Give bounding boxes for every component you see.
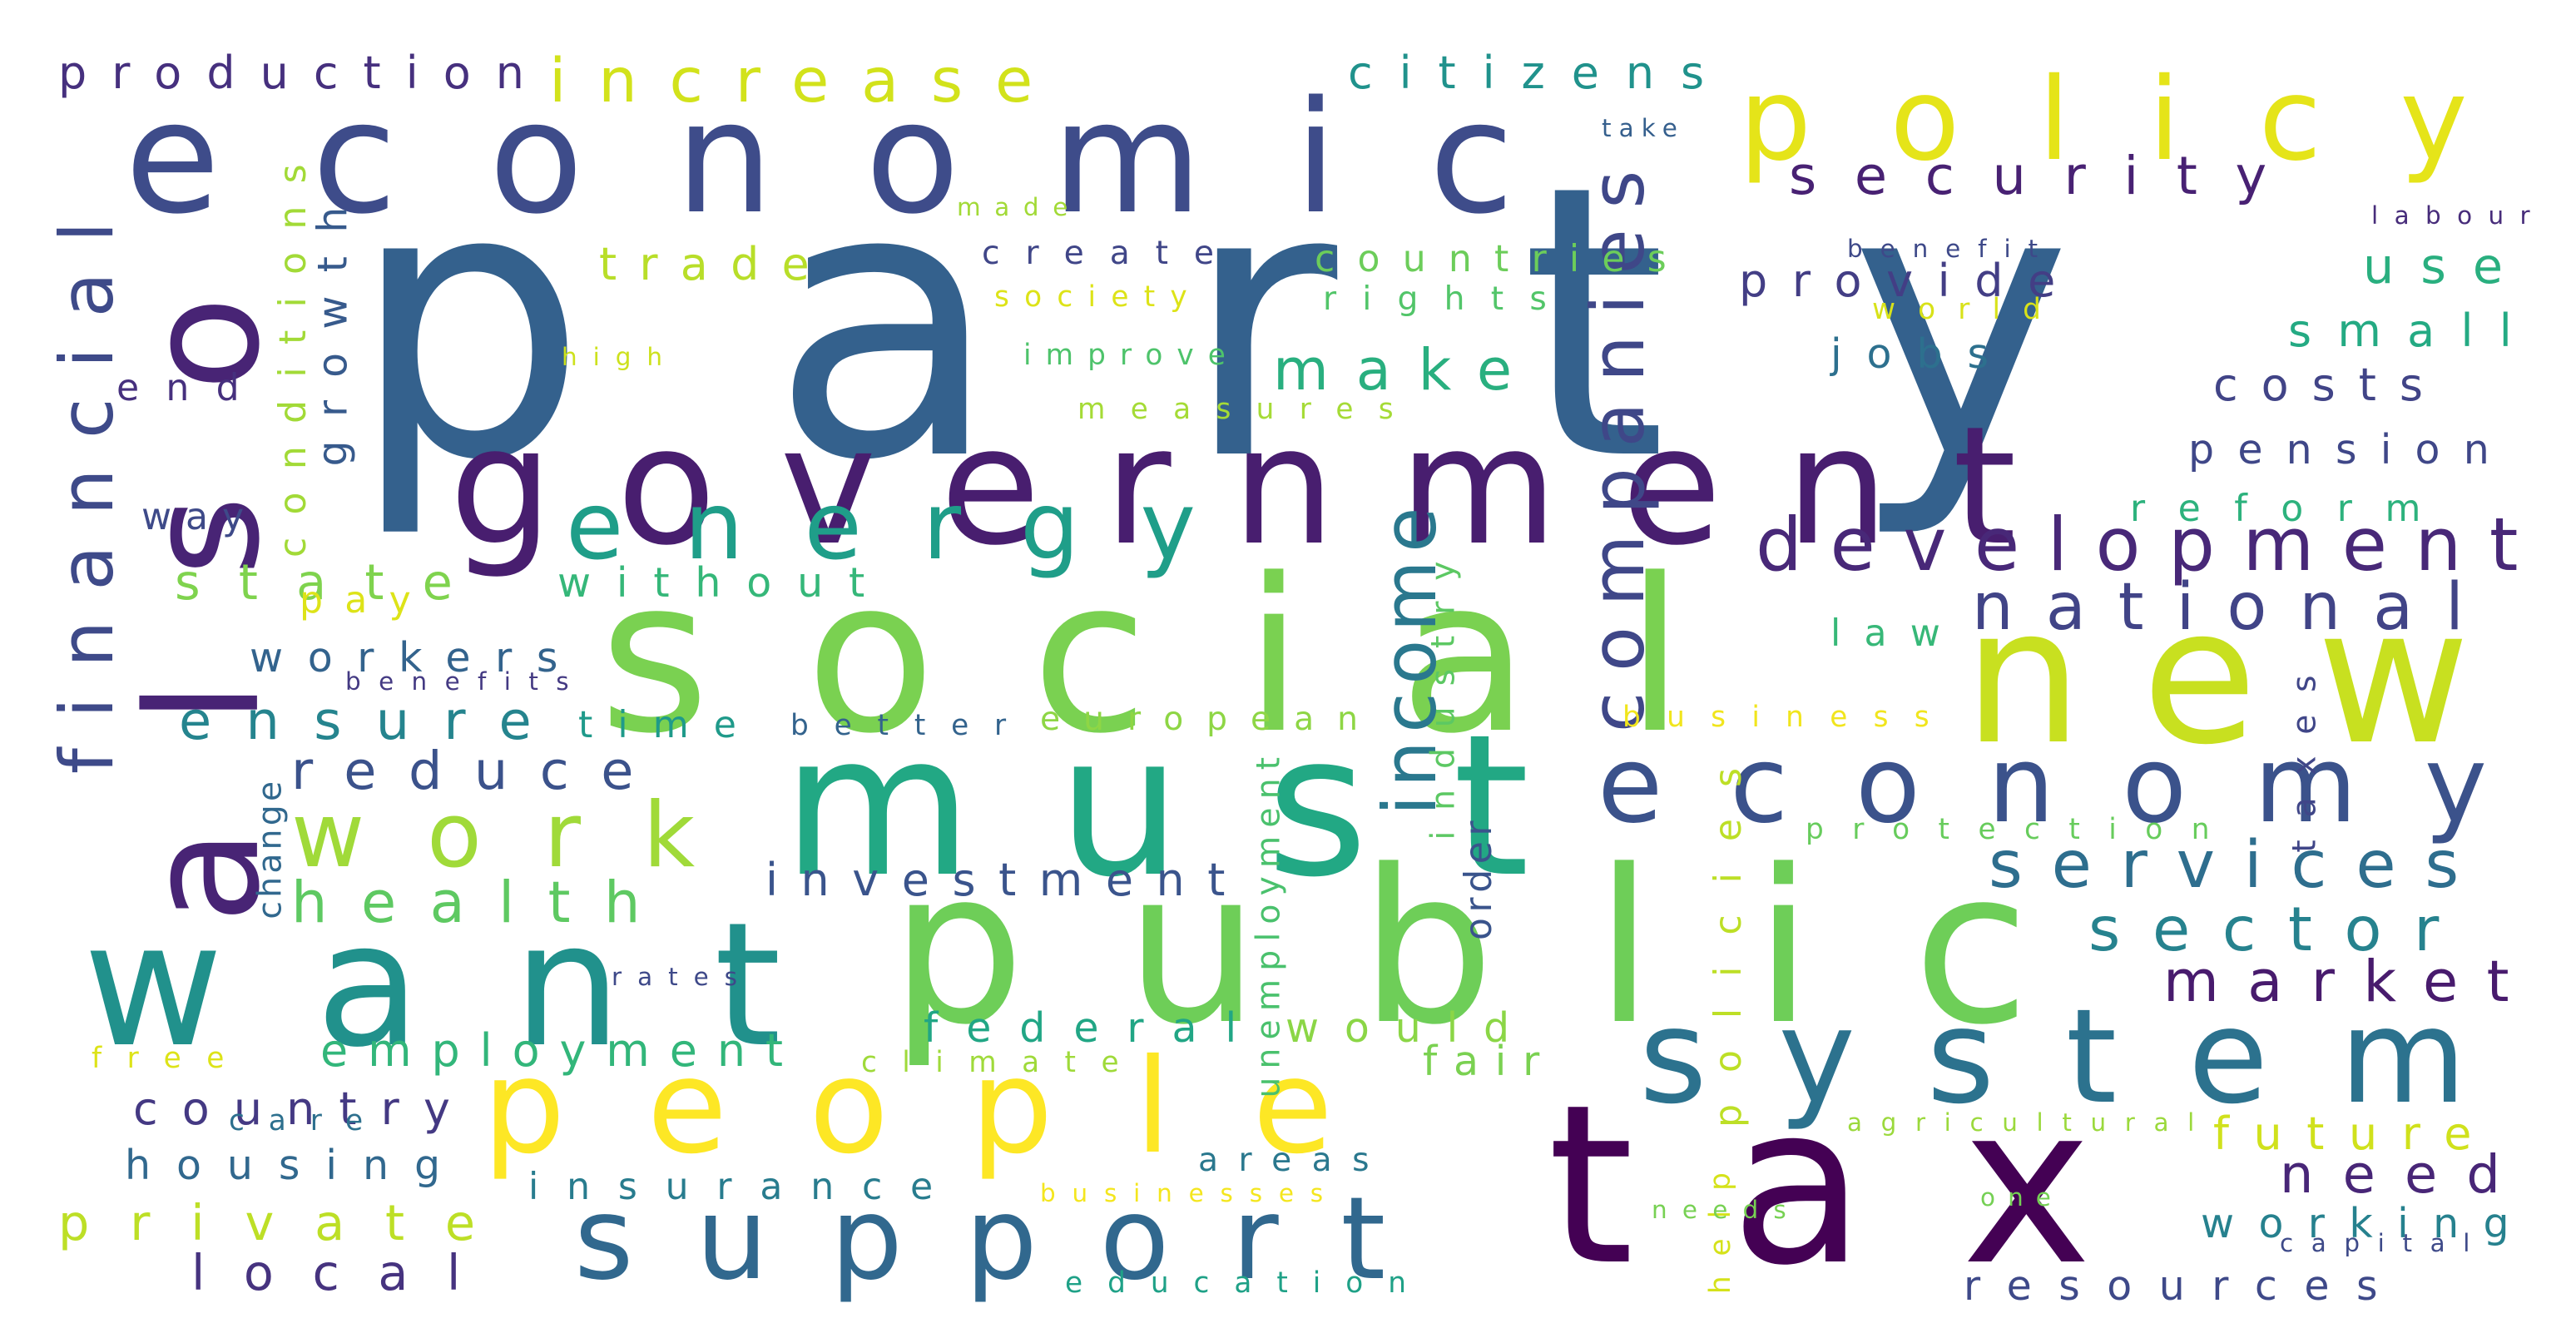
word-end: end [116, 367, 266, 410]
word-future: future [2213, 1107, 2496, 1160]
word-private: private [58, 1193, 516, 1251]
word-industry: industry [1424, 541, 1463, 840]
word-increase: increase [549, 45, 1065, 116]
word-european: european [1040, 701, 1381, 739]
word-small: small [2288, 304, 2538, 357]
word-way: way [141, 496, 258, 539]
word-state: state [175, 553, 491, 611]
word-want: want [83, 885, 874, 1086]
word-work: work [291, 784, 757, 889]
word-people: people [483, 1029, 1414, 1182]
word-high: high [562, 343, 678, 372]
word-better: better [790, 709, 1032, 743]
word-make: make [1273, 336, 1539, 404]
word-provide: provide [1739, 254, 2080, 307]
word-law: law [1830, 612, 1964, 656]
word-measures: measures [1077, 393, 1419, 427]
word-labour: labour [2371, 201, 2546, 230]
word-world: world [1872, 293, 2063, 327]
word-local: local [191, 1243, 499, 1301]
word-national: national [1972, 568, 2496, 645]
word-employment: employment [320, 1023, 803, 1077]
word-would: would [1286, 1004, 1535, 1052]
word-system: system [1639, 979, 2538, 1132]
word-free: free [92, 1042, 250, 1076]
word-social: social [599, 533, 1781, 780]
word-party: party [349, 106, 2255, 543]
word-companies: companies [1574, 150, 1661, 732]
word-care: care [229, 1104, 387, 1138]
word-services: services [1989, 826, 2488, 903]
word-production: production [58, 46, 549, 99]
word-order: order [1457, 815, 1500, 940]
word-time: time [578, 704, 761, 747]
word-pay: pay [300, 579, 433, 622]
word-unemployment: unemployment [1250, 749, 1288, 1098]
word-growth: growth [309, 183, 357, 466]
word-economy: economy [1598, 724, 2554, 848]
word-need: need [2280, 1143, 2529, 1206]
word-change: change [251, 778, 290, 919]
word-reform: reform [2130, 488, 2455, 531]
word-working: working [2201, 1199, 2534, 1247]
word-taxes: taxes [2286, 653, 2324, 853]
word-public: public [890, 824, 2130, 1072]
word-policy: policy [1739, 54, 2546, 187]
word-fair: fair [1423, 1037, 1556, 1085]
word-support: support [574, 1173, 1448, 1306]
word-one: one [1980, 1183, 2063, 1212]
word-costs: costs [2213, 358, 2446, 411]
word-investment: investment [765, 853, 1248, 906]
word-conditions: conditions [271, 141, 315, 558]
word-benefits: benefits [345, 667, 587, 696]
word-housing: housing [125, 1141, 466, 1189]
word-development: development [1756, 501, 2546, 587]
word-reduce: reduce [291, 740, 666, 802]
word-government: government [449, 392, 2080, 582]
word-pension: pension [2188, 425, 2513, 473]
word-citizens: citizens [1348, 46, 1731, 99]
word-jobs: jobs [1830, 330, 2014, 378]
word-federal: federal [924, 1004, 1265, 1052]
word-security: security [1789, 145, 2305, 207]
word-without: without [557, 558, 890, 607]
word-economic: economic [125, 67, 1606, 248]
word-use: use [2363, 236, 2529, 295]
word-policies: policies [1707, 736, 1750, 1127]
word-society: society [994, 280, 1202, 315]
word-new: new [1964, 568, 2529, 787]
word-benefit: benefit [1847, 235, 2055, 264]
word-financial: financial [43, 191, 130, 774]
word-climate: climate [861, 1046, 1144, 1080]
word-take: take [1602, 114, 1685, 143]
word-countries: countries [1315, 238, 1689, 281]
word-market: market [2163, 948, 2538, 1015]
word-trade: trade [599, 237, 832, 290]
word-health: health [291, 869, 674, 936]
word-business: business [1622, 701, 1955, 735]
word-businesses: businesses [1040, 1179, 1340, 1208]
word-create: create [982, 235, 1240, 273]
word-workers: workers [250, 633, 582, 681]
word-must: must [782, 693, 1614, 921]
word-insurance: insurance [528, 1166, 961, 1209]
word-tax: tax [1548, 1057, 2188, 1314]
word-energy: energy [566, 471, 1256, 582]
word-protection: protection [1806, 813, 2238, 847]
word-education: education [1065, 1266, 1431, 1301]
word-needs: needs [1652, 1196, 1801, 1225]
word-improve: improve [1023, 339, 1240, 373]
word-sector: sector [2088, 894, 2471, 965]
word-areas: areas [1198, 1142, 1390, 1180]
word-agricultural: agricultural [1847, 1108, 2213, 1137]
word-ensure: ensure [179, 690, 566, 752]
word-capital: capital [2280, 1229, 2488, 1258]
word-resources: resources [1964, 1261, 2405, 1310]
word-country: country [133, 1082, 474, 1135]
word-made: made [957, 193, 1082, 222]
word-rights: rights [1323, 280, 1573, 319]
word-rates: rates [612, 963, 753, 992]
